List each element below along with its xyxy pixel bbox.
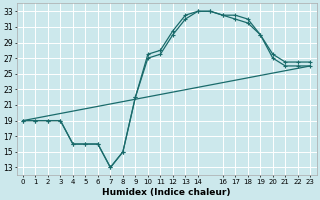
X-axis label: Humidex (Indice chaleur): Humidex (Indice chaleur) [102, 188, 231, 197]
